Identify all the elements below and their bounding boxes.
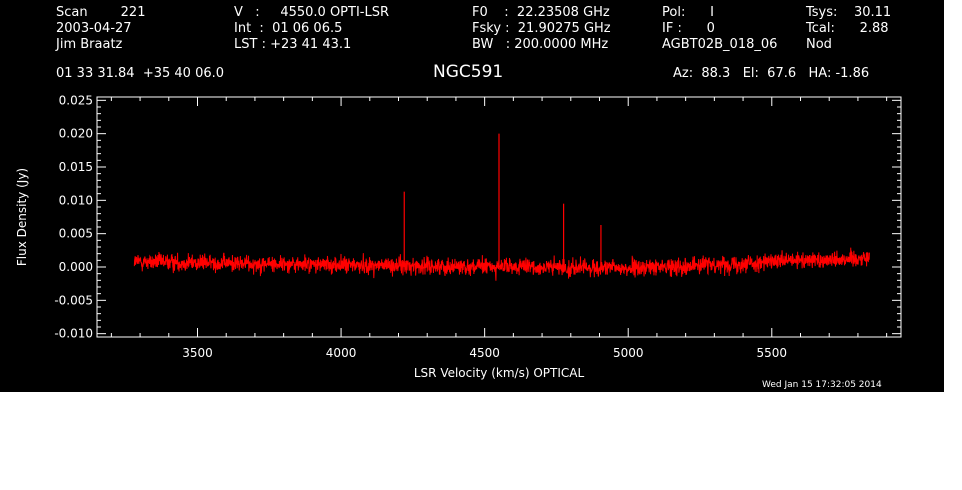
- y-tick-label: 0.000: [59, 260, 93, 274]
- lst-label: LST : +23 41 43.1: [234, 37, 352, 52]
- pol-label: Pol: I: [662, 5, 714, 20]
- x-tick-label: 5000: [613, 346, 644, 360]
- y-tick-label: 0.015: [59, 160, 93, 174]
- project-label: AGBT02B_018_06: [662, 37, 778, 52]
- x-tick-label: 5500: [757, 346, 788, 360]
- plot-frame: [96, 96, 902, 338]
- if-label: IF : 0: [662, 21, 715, 36]
- int-label: Int : 01 06 06.5: [234, 21, 343, 36]
- tsys-label: Tsys: 30.11: [806, 5, 892, 20]
- tcal-label: Tcal: 2.88: [806, 21, 889, 36]
- velocity-label: V : 4550.0 OPTI-LSR: [234, 5, 390, 20]
- observer-label: Jim Braatz: [56, 37, 123, 52]
- pointing-label: Az: 88.3 El: 67.6 HA: -1.86: [673, 66, 870, 81]
- x-tick-label: 4000: [326, 346, 357, 360]
- date-label: 2003-04-27: [56, 21, 132, 36]
- x-axis-label: LSR Velocity (km/s) OPTICAL: [414, 366, 585, 380]
- scan-label: Scan 221: [56, 5, 146, 20]
- coords-label: 01 33 31.84 +35 40 06.0: [56, 66, 225, 81]
- object-name: NGC591: [433, 62, 504, 82]
- timestamp: Wed Jan 15 17:32:05 2014: [762, 380, 882, 390]
- f0-label: F0 : 22.23508 GHz: [472, 5, 610, 20]
- plot-window: Scan 221 2003-04-27 Jim Braatz V : 4550.…: [0, 0, 944, 392]
- nod-label: Nod: [806, 37, 832, 52]
- y-tick-label: 0.020: [59, 127, 93, 141]
- y-tick-label: -0.010: [54, 327, 93, 341]
- y-tick-label: 0.010: [59, 193, 93, 207]
- y-tick-label: 0.005: [59, 227, 93, 241]
- y-axis-label: Flux Density (Jy): [15, 168, 29, 266]
- x-tick-label: 4500: [469, 346, 500, 360]
- spectrum-chart: 3500 4000 4500 5000 5500 -0.010 -0.005 0.000 0.0…: [15, 93, 902, 380]
- x-tick-label: 3500: [182, 346, 213, 360]
- y-tick-label: 0.025: [59, 93, 93, 107]
- y-tick-label: -0.005: [54, 293, 93, 307]
- fsky-label: Fsky : 21.90275 GHz: [472, 21, 611, 36]
- spectrum-trace: [133, 247, 870, 281]
- bw-label: BW : 200.0000 MHz: [472, 37, 609, 52]
